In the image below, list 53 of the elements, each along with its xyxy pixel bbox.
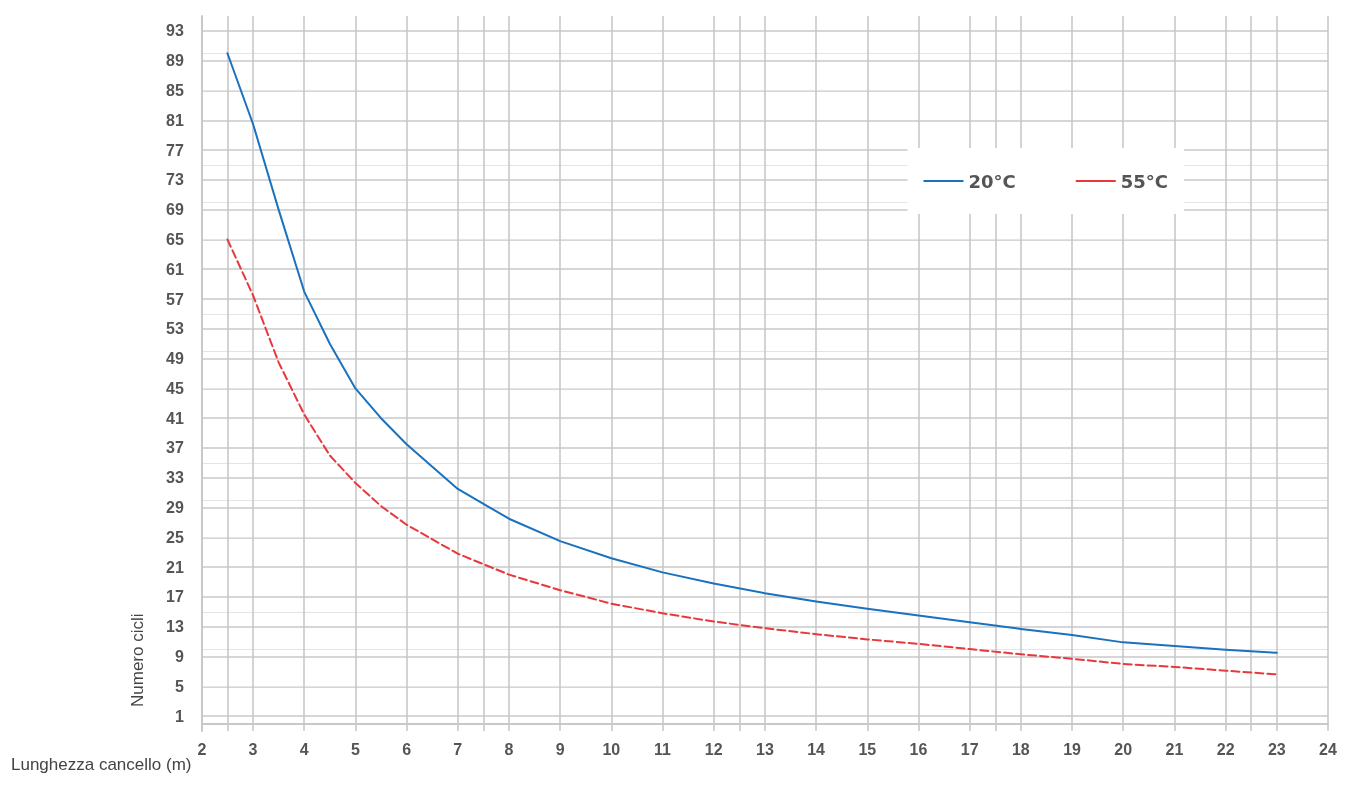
y-tick-label: 61: [166, 260, 184, 278]
x-tick-label: 7: [453, 740, 463, 758]
y-tick-label: 37: [166, 439, 184, 457]
y-tick-label: 25: [166, 528, 184, 546]
y-tick-label: 89: [166, 52, 184, 70]
y-tick-label: 17: [166, 588, 184, 606]
y-tick-label: 49: [166, 350, 184, 368]
y-tick-label: 45: [166, 379, 184, 397]
x-axis-title: Lunghezza cancello (m): [11, 754, 192, 774]
x-tick-label: 4: [299, 740, 309, 758]
y-tick-label: 85: [166, 81, 184, 99]
x-tick-label: 18: [1011, 740, 1030, 758]
y-axis-title: Numero cicli: [127, 613, 147, 707]
x-tick-label: 9: [555, 740, 565, 758]
legend-label: 20°C: [968, 170, 1016, 192]
x-tick-label: 10: [602, 740, 621, 758]
x-tick-label: 5: [350, 740, 360, 758]
x-tick-label: 12: [704, 740, 723, 758]
line-series: [226, 238, 1278, 676]
x-tick-label: 20: [1114, 740, 1133, 758]
y-tick-label: 33: [166, 469, 184, 487]
x-tick-label: 16: [909, 740, 928, 758]
y-tick-label: 69: [166, 201, 184, 219]
x-tick-label: 2: [197, 740, 207, 758]
y-tick-label: 65: [166, 230, 184, 248]
y-tick-label: 53: [166, 320, 184, 338]
x-tick-label: 24: [1319, 740, 1337, 758]
x-tick-label: 6: [402, 740, 412, 758]
y-tick-label: 9: [174, 648, 184, 666]
x-tick-label: 17: [960, 740, 979, 758]
y-tick-label: 93: [166, 22, 184, 40]
legend-label: 55°C: [1120, 170, 1169, 192]
y-tick-label: 5: [174, 677, 184, 695]
x-tick-label: 23: [1267, 740, 1286, 758]
y-tick-label: 57: [166, 290, 184, 308]
y-tick-label: 77: [166, 141, 184, 159]
y-tick-label: 1: [174, 707, 184, 725]
y-tick-label: 13: [166, 618, 184, 636]
y-tick-label: 41: [166, 409, 184, 427]
line-series: [226, 52, 1278, 654]
x-tick-label: 14: [807, 740, 826, 758]
x-tick-label: 19: [1063, 740, 1082, 758]
x-tick-label: 11: [654, 740, 672, 758]
y-tick-label: 29: [166, 499, 184, 517]
x-tick-label: 21: [1165, 740, 1184, 758]
y-tick-label: 81: [166, 111, 184, 129]
x-tick-label: 13: [756, 740, 774, 758]
y-tick-label: 73: [166, 171, 184, 189]
y-tick-label: 21: [166, 558, 184, 576]
x-tick-label: 8: [504, 740, 514, 758]
x-tick-label: 15: [858, 740, 877, 758]
x-tick-label: 3: [248, 740, 258, 758]
x-tick-label: 22: [1216, 740, 1235, 758]
